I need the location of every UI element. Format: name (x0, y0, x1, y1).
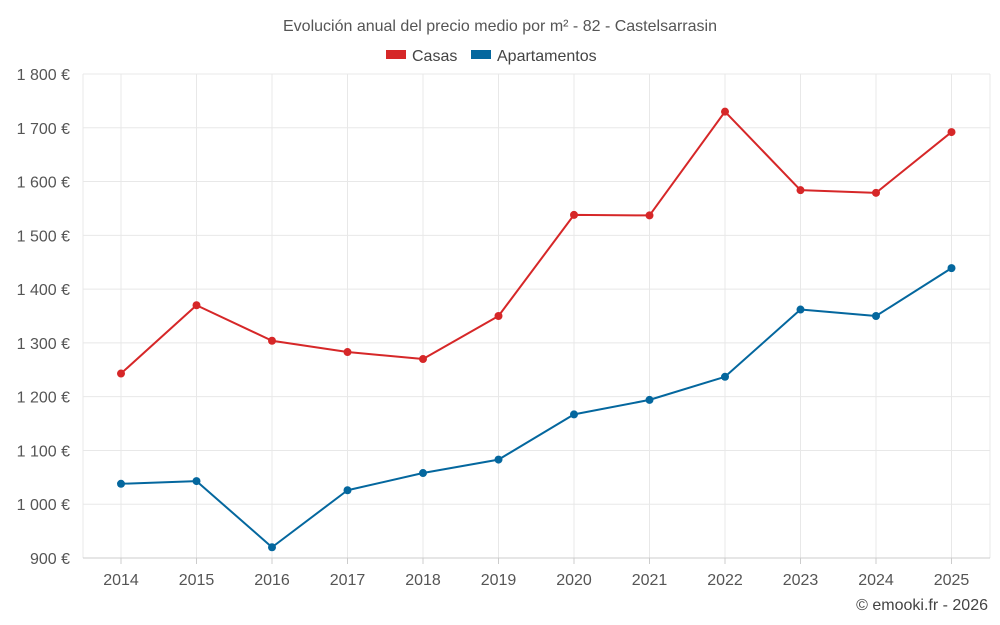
y-tick-label: 1 600 € (17, 175, 70, 192)
data-point-apartamentos[interactable] (343, 486, 352, 495)
x-tick-label: 2014 (103, 572, 139, 589)
x-tick-label: 2015 (179, 572, 215, 589)
data-point-apartamentos[interactable] (192, 477, 201, 486)
y-tick-label: 1 300 € (17, 336, 70, 353)
x-tick-label: 2020 (556, 572, 592, 589)
x-tick-label: 2025 (934, 572, 970, 589)
legend-swatch-apartamentos (471, 50, 491, 59)
data-point-casas[interactable] (721, 107, 729, 116)
y-tick-label: 1 500 € (17, 228, 70, 245)
data-point-apartamentos[interactable] (645, 395, 654, 404)
y-tick-label: 1 100 € (17, 443, 70, 460)
legend: Casas Apartamentos (386, 48, 597, 65)
y-tick-label: 1 000 € (17, 497, 70, 514)
data-point-casas[interactable] (419, 355, 427, 364)
x-tick-label: 2024 (858, 572, 894, 589)
data-point-casas[interactable] (117, 369, 125, 378)
y-axis-ticks: 900 € 1 000 € 1 100 € 1 200 € 1 300 € 1 400 €… (17, 67, 70, 568)
x-tick-label: 2022 (707, 572, 743, 589)
series-line-casas (120, 110, 953, 375)
data-point-apartamentos[interactable] (570, 410, 578, 419)
x-tick-label: 2021 (632, 572, 668, 589)
data-point-apartamentos[interactable] (872, 312, 880, 320)
data-point-apartamentos[interactable] (268, 543, 276, 552)
data-point-casas[interactable] (645, 211, 654, 220)
legend-label-casas[interactable]: Casas (412, 48, 457, 65)
x-tick-label: 2018 (405, 572, 441, 589)
data-point-casas[interactable] (570, 210, 578, 219)
legend-swatch-casas (386, 50, 406, 59)
x-tick-label: 2023 (783, 572, 819, 589)
series-line-apartamentos (120, 267, 953, 549)
legend-label-apartamentos[interactable]: Apartamentos (497, 48, 597, 65)
chart-title: Evolución anual del precio medio por m² … (283, 18, 717, 35)
y-tick-label: 900 € (30, 551, 70, 568)
data-point-casas[interactable] (947, 128, 956, 137)
x-tick-label: 2019 (481, 572, 517, 589)
series (117, 107, 956, 552)
y-tick-label: 1 800 € (17, 67, 70, 84)
data-point-casas[interactable] (872, 188, 880, 197)
data-point-apartamentos[interactable] (796, 305, 805, 314)
x-axis-ticks: 2014 2015 2016 2017 2018 2019 2020 2021 2022 2023… (103, 558, 969, 589)
data-point-casas[interactable] (268, 336, 276, 345)
data-point-apartamentos[interactable] (117, 479, 125, 488)
y-tick-label: 1 400 € (17, 282, 70, 299)
data-point-apartamentos[interactable] (419, 469, 427, 478)
data-point-apartamentos[interactable] (721, 372, 729, 381)
data-point-casas[interactable] (343, 348, 352, 357)
grid (82, 73, 991, 559)
data-point-apartamentos[interactable] (494, 455, 503, 464)
x-tick-label: 2017 (330, 572, 366, 589)
data-point-apartamentos[interactable] (947, 264, 956, 273)
data-point-casas[interactable] (192, 301, 201, 310)
x-tick-label: 2016 (254, 572, 290, 589)
y-tick-label: 1 700 € (17, 121, 70, 138)
y-tick-label: 1 200 € (17, 390, 70, 407)
credit-text: © emooki.fr - 2026 (856, 597, 988, 614)
data-point-casas[interactable] (494, 312, 503, 320)
data-point-casas[interactable] (796, 186, 805, 195)
